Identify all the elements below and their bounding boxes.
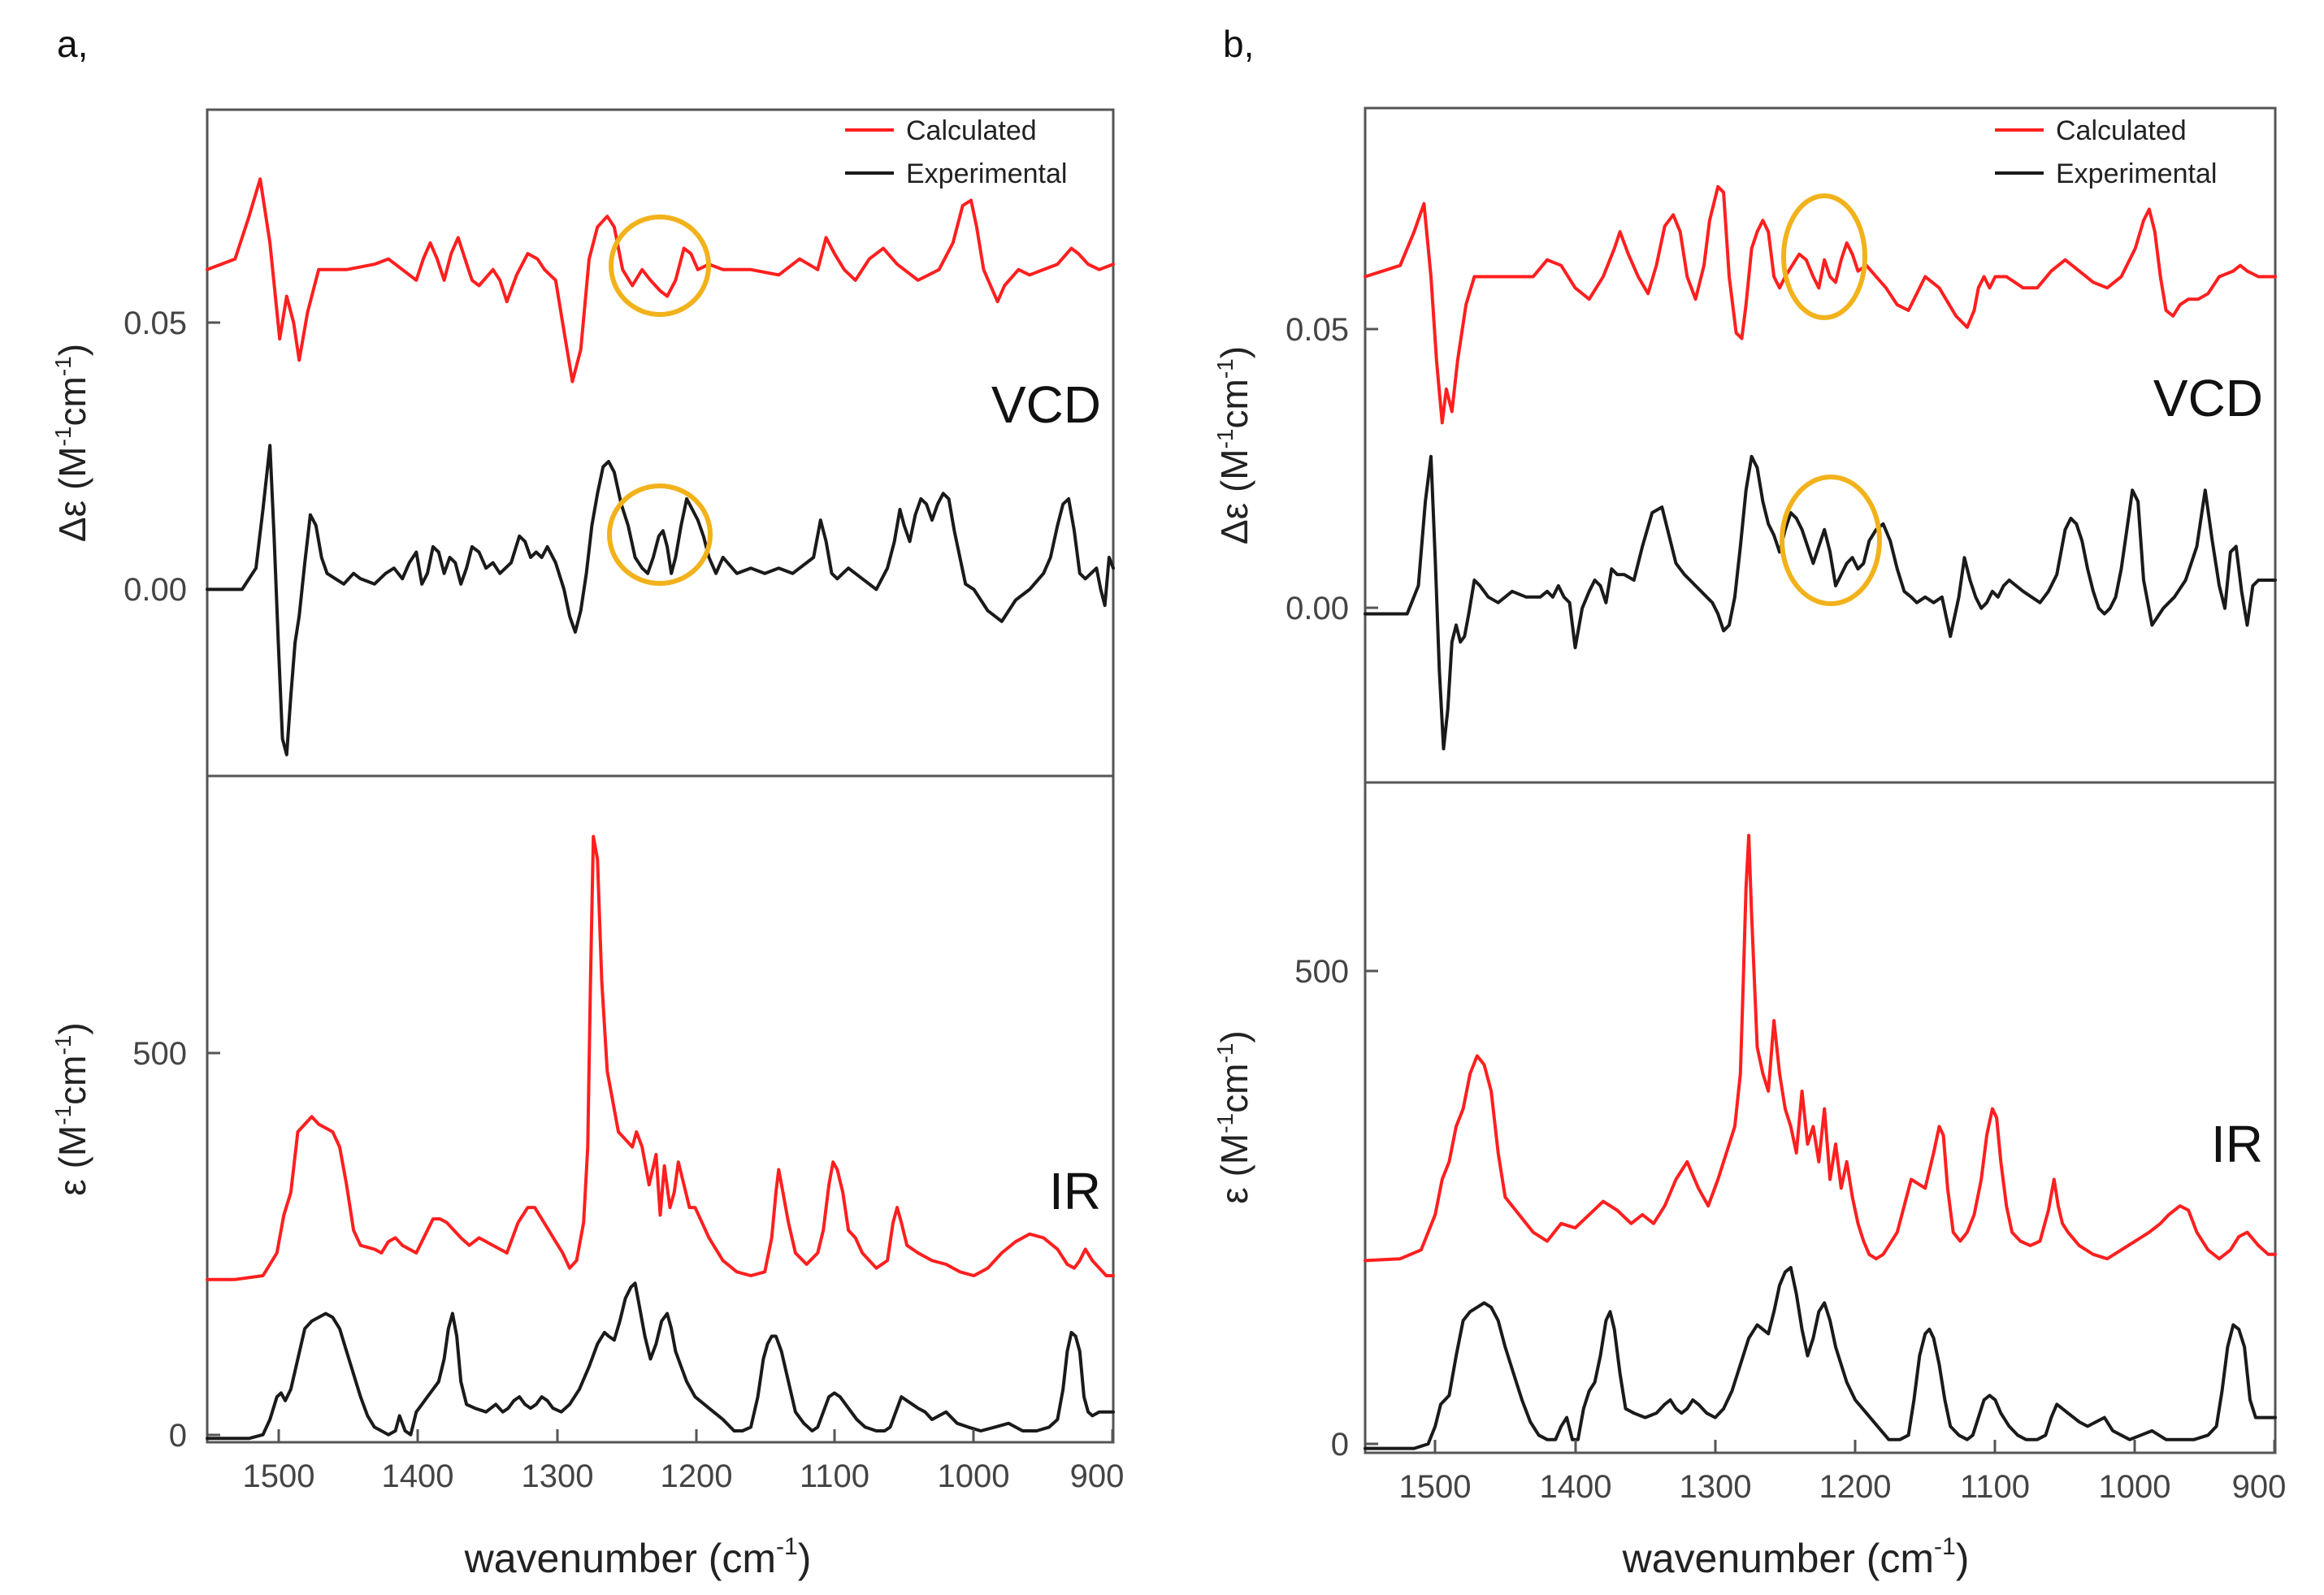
vcd-experimental-trace-a <box>206 444 1115 756</box>
legend-label-calculated-b: Calculated <box>2056 115 2187 146</box>
xtick-label-a-3: 1200 <box>661 1458 733 1494</box>
ir-plot-a: 500 0 ε (M-1cm-1) IR 1500 1400 1300 1200… <box>50 774 1125 1581</box>
vcd-ylabel-a-exp1: -1 <box>50 427 76 447</box>
highlight-circle-a-bottom <box>607 483 713 586</box>
ir-calculated-trace-b <box>1364 834 2277 1263</box>
xlabel-a-main: wavenumber (cm <box>464 1536 776 1581</box>
ir-ytick-label-b-0: 500 <box>1294 954 1349 990</box>
vcd-ylabel-b: Δε (M-1cm-1) <box>1212 346 1255 544</box>
ir-experimental-trace-a <box>206 1281 1115 1441</box>
legend-label-experimental-b: Experimental <box>2056 158 2217 189</box>
vcd-frame-a <box>206 108 1115 778</box>
vcd-plot-b: 0.05 0.00 Δε (M-1cm-1) Calculated Experi… <box>1212 106 2277 784</box>
xtick-label-b-5: 1000 <box>2099 1469 2171 1505</box>
ir-ylabel-a-part1: ε (M <box>51 1125 93 1196</box>
ir-ylabel-a-exp2: -1 <box>50 1035 76 1055</box>
xtick-label-a-5: 1000 <box>938 1458 1010 1494</box>
highlight-circle-a-top <box>609 215 711 317</box>
vcd-ylabel-b-exp1: -1 <box>1212 429 1238 449</box>
vcd-ytick-label-a-1: 0.00 <box>124 572 187 608</box>
legend-label-experimental-a: Experimental <box>906 158 1067 189</box>
ir-ytick-label-a-0: 500 <box>132 1036 187 1072</box>
xtick-label-a-4: 1100 <box>800 1458 869 1494</box>
vcd-annotation-b: VCD <box>2153 369 2263 427</box>
vcd-calculated-trace-b <box>1364 184 2277 425</box>
ir-calculated-trace-a <box>206 834 1115 1281</box>
legend-a: Calculated Experimental <box>845 115 1067 189</box>
ir-ylabel-b: ε (M-1cm-1) <box>1212 1030 1255 1203</box>
ir-frame-a <box>206 774 1115 1444</box>
vcd-ytick-label-b-1: 0.00 <box>1286 591 1349 626</box>
ir-ylabel-b-exp1: -1 <box>1212 1113 1238 1133</box>
ir-ytick-label-b-1: 0 <box>1331 1427 1349 1463</box>
vcd-experimental-trace-b <box>1364 454 2277 751</box>
ir-ylabel-a: ε (M-1cm-1) <box>50 1022 93 1195</box>
legend-label-calculated-a: Calculated <box>906 115 1037 146</box>
xtick-label-b-6: 900 <box>2232 1469 2287 1505</box>
vcd-calculated-trace-a <box>206 177 1115 384</box>
vcd-yticks-a: 0.05 0.00 <box>124 306 220 608</box>
ir-ylabel-b-part1: ε (M <box>1213 1133 1255 1204</box>
ir-plot-b: 500 0 ε (M-1cm-1) IR 1500 1400 1300 1200… <box>1212 781 2287 1581</box>
ir-ylabel-a-part3: ) <box>51 1022 93 1034</box>
ir-annotation-a: IR <box>1049 1162 1101 1220</box>
vcd-ylabel-b-part2: cm <box>1213 379 1255 428</box>
ir-yticks-b: 500 0 <box>1294 954 1378 1463</box>
panel-b: b, 0.05 0.00 Δε (M-1cm-1) Calculated Exp… <box>1212 23 2286 1581</box>
xlabel-a: wavenumber (cm-1) <box>464 1533 812 1581</box>
xlabel-b-main: wavenumber (cm <box>1622 1536 1934 1581</box>
xtick-label-b-0: 1500 <box>1399 1469 1472 1505</box>
xtick-label-a-2: 1300 <box>522 1458 594 1494</box>
ir-frame-b <box>1364 781 2277 1454</box>
ir-ylabel-a-exp1: -1 <box>50 1105 76 1125</box>
xtick-label-b-4: 1100 <box>1960 1469 2030 1505</box>
vcd-ylabel-b-part1: Δε (M <box>1213 449 1255 544</box>
vcd-annotation-a: VCD <box>991 375 1101 434</box>
panel-letter-b: b, <box>1223 23 1254 65</box>
vcd-ylabel-a-part1: Δε (M <box>51 446 93 542</box>
xlabel-a-close: ) <box>798 1536 812 1581</box>
vcd-ylabel-a-exp2: -1 <box>50 356 76 376</box>
vcd-plot-a: 0.05 0.00 Δε (M-1cm-1) Calculated Experi… <box>50 108 1115 778</box>
highlight-circle-b-top <box>1781 193 1867 320</box>
xtick-label-b-1: 1400 <box>1540 1469 1612 1505</box>
vcd-frame-b <box>1364 106 2277 784</box>
ir-ylabel-b-exp2: -1 <box>1212 1043 1238 1064</box>
xtick-label-a-6: 900 <box>1070 1458 1125 1494</box>
panel-a: a, 0.05 0.00 Δε (M-1cm-1) Calculated Exp… <box>50 23 1124 1581</box>
xticks-b: 1500 1400 1300 1200 1100 1000 900 <box>1399 1440 2287 1505</box>
xtick-label-b-2: 1300 <box>1680 1469 1752 1505</box>
highlight-circle-b-bottom <box>1780 475 1882 606</box>
vcd-ylabel-a-part3: ) <box>51 344 93 356</box>
ir-experimental-trace-b <box>1364 1266 2277 1450</box>
vcd-ylabel-a: Δε (M-1cm-1) <box>50 344 93 542</box>
xtick-label-a-0: 1500 <box>243 1458 315 1494</box>
legend-b: Calculated Experimental <box>1995 115 2217 189</box>
xticks-a: 1500 1400 1300 1200 1100 1000 900 <box>243 1429 1125 1494</box>
vcd-yticks-b: 0.05 0.00 <box>1286 312 1378 626</box>
vcd-ylabel-b-exp2: -1 <box>1212 358 1238 379</box>
vcd-ylabel-b-part3: ) <box>1213 346 1255 358</box>
vcd-ytick-label-a-0: 0.05 <box>124 306 187 341</box>
xlabel-b-close: ) <box>1956 1536 1970 1581</box>
ir-yticks-a: 500 0 <box>132 1036 220 1454</box>
xlabel-b: wavenumber (cm-1) <box>1622 1533 1970 1581</box>
vcd-ylabel-a-part2: cm <box>51 376 93 426</box>
vcd-ytick-label-b-0: 0.05 <box>1286 312 1349 348</box>
ir-ytick-label-a-1: 0 <box>169 1418 187 1454</box>
xtick-label-a-1: 1400 <box>382 1458 454 1494</box>
xlabel-a-exp: -1 <box>776 1533 798 1560</box>
panel-letter-a: a, <box>57 23 88 65</box>
xlabel-b-exp: -1 <box>1934 1533 1956 1560</box>
ir-ylabel-b-part3: ) <box>1213 1030 1255 1042</box>
xtick-label-b-3: 1200 <box>1819 1469 1892 1505</box>
ir-ylabel-b-part2: cm <box>1213 1064 1255 1113</box>
ir-ylabel-a-part2: cm <box>51 1055 93 1105</box>
ir-annotation-b: IR <box>2211 1115 2263 1173</box>
